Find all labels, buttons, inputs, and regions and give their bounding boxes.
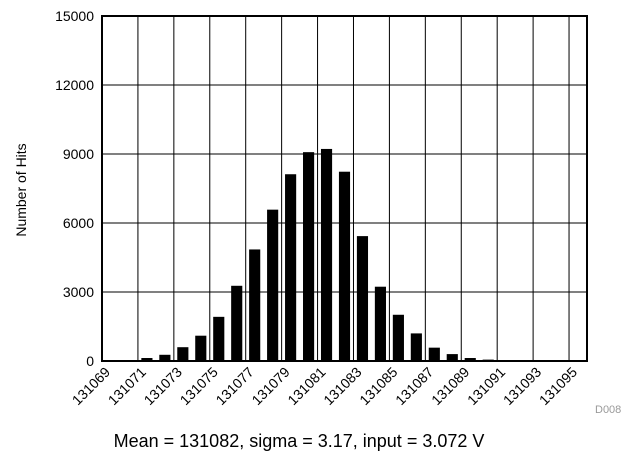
x-tick-label: 131081 — [284, 364, 328, 408]
bar — [356, 236, 369, 361]
bar — [320, 148, 333, 361]
x-tick-label: 131083 — [320, 364, 364, 408]
x-tick-label: 131069 — [69, 364, 113, 408]
x-axis-ticks: 1310691310711310731310751310771310791310… — [69, 364, 581, 408]
bar — [374, 286, 386, 361]
x-tick-label: 131077 — [212, 364, 256, 408]
bar — [464, 358, 476, 361]
x-tick-label: 131075 — [177, 364, 221, 408]
x-tick-label: 131093 — [500, 364, 544, 408]
plot-frame — [101, 15, 588, 362]
figure-id: D008 — [595, 404, 621, 416]
y-axis-label: Number of Hits — [13, 143, 29, 236]
bar — [428, 347, 440, 361]
y-axis-ticks: 0 3000 6000 9000 12000 15000 — [55, 8, 94, 369]
bar — [303, 152, 315, 361]
bar — [141, 358, 153, 361]
bars — [105, 148, 584, 362]
chart-caption: Mean = 131082, sigma = 3.17, input = 3.0… — [114, 431, 485, 451]
x-tick-label: 131071 — [105, 364, 149, 408]
bar — [231, 285, 243, 361]
bar — [446, 354, 458, 361]
x-tick-label: 131091 — [464, 364, 508, 408]
x-tick-label: 131085 — [356, 364, 400, 408]
x-tick-label: 131073 — [141, 364, 185, 408]
bar — [267, 209, 279, 361]
bar — [410, 333, 422, 361]
y-tick-label: 0 — [86, 353, 94, 369]
bar — [195, 335, 207, 361]
x-tick-label: 131087 — [392, 364, 436, 408]
x-tick-label: 131095 — [536, 364, 580, 408]
bar — [213, 316, 225, 361]
bar — [159, 354, 171, 361]
bar — [338, 171, 351, 361]
bar — [249, 249, 261, 361]
bar — [285, 174, 297, 361]
y-tick-label: 12000 — [55, 77, 94, 93]
y-tick-label: 6000 — [63, 215, 94, 231]
y-tick-label: 15000 — [55, 8, 94, 24]
x-tick-label: 131079 — [248, 364, 292, 408]
bar — [392, 314, 404, 361]
y-tick-label: 9000 — [63, 146, 94, 162]
bar — [177, 347, 189, 361]
y-tick-label: 3000 — [63, 284, 94, 300]
x-tick-label: 131089 — [428, 364, 472, 408]
